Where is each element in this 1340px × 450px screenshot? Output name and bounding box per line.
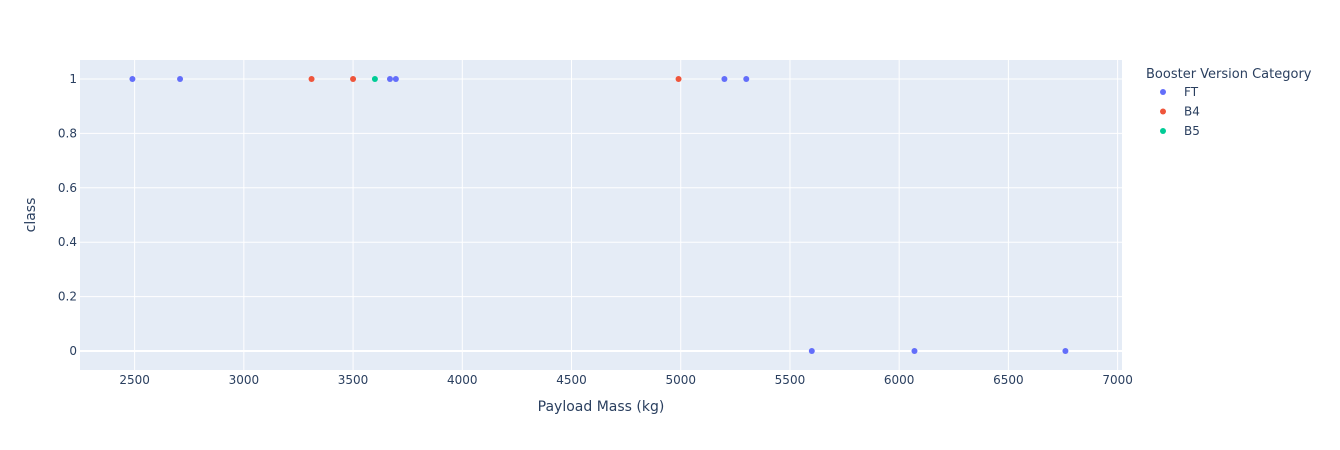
- grid-lines: [80, 60, 1122, 370]
- x-tick-label: 5500: [775, 373, 806, 387]
- y-tick-label: 0.6: [58, 181, 77, 195]
- x-tick-label: 3500: [338, 373, 369, 387]
- data-point-b4: [308, 76, 315, 83]
- legend-label-ft: FT: [1184, 85, 1199, 99]
- y-tick-label: 0.2: [58, 290, 77, 304]
- data-point-ft: [1062, 347, 1069, 354]
- y-axis-title: class: [23, 198, 39, 233]
- y-tick-label: 0.8: [58, 126, 77, 140]
- x-tick-label: 6500: [993, 373, 1024, 387]
- x-tick-label: 4000: [447, 373, 478, 387]
- data-point-ft: [177, 76, 184, 83]
- data-point-b4: [350, 76, 357, 83]
- data-point-ft: [392, 76, 399, 83]
- data-point-ft: [386, 76, 393, 83]
- y-tick-label: 0.4: [58, 235, 77, 249]
- data-point-ft: [808, 347, 815, 354]
- x-tick-label: 2500: [119, 373, 150, 387]
- x-tick-label: 3000: [229, 373, 260, 387]
- x-tick-label: 5000: [665, 373, 696, 387]
- data-points: [129, 76, 1069, 354]
- x-tick-label: 6000: [884, 373, 915, 387]
- data-point-ft: [911, 347, 918, 354]
- legend-label-b4: B4: [1184, 105, 1200, 119]
- legend: Booster Version Category FT B4 B5: [1146, 67, 1312, 138]
- data-point-b5: [371, 76, 378, 83]
- legend-marker-b4: [1160, 108, 1166, 115]
- data-point-ft: [129, 76, 136, 83]
- plot-area: [80, 60, 1122, 370]
- x-tick-label: 4500: [556, 373, 587, 387]
- legend-marker-ft: [1160, 89, 1166, 95]
- data-point-b4: [675, 76, 682, 83]
- legend-marker-b5: [1160, 128, 1166, 134]
- x-tick-label: 7000: [1102, 373, 1133, 387]
- y-tick-label: 0: [69, 344, 77, 358]
- tick-labels: 2500 3000 3500 4000 4500 5000 5500 6000 6500 7000…: [58, 72, 1133, 387]
- legend-title: Booster Version Category: [1146, 67, 1312, 82]
- y-tick-label: 1: [69, 72, 77, 86]
- legend-label-b5: B5: [1184, 124, 1200, 138]
- data-point-ft: [721, 76, 728, 83]
- data-point-ft: [743, 76, 750, 83]
- x-axis-title: Payload Mass (kg): [538, 399, 665, 415]
